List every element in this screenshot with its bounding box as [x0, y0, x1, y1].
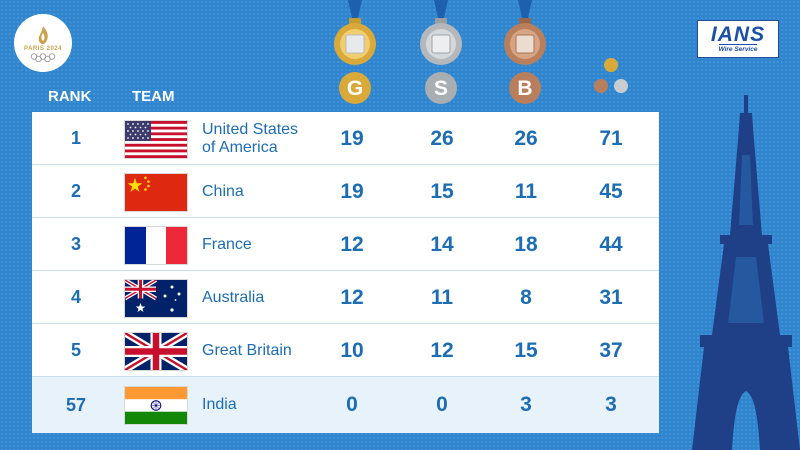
olympic-flame-icon	[38, 25, 48, 44]
table-row: 57 India 0 0 3 3	[32, 377, 659, 433]
gold-letter: G	[347, 77, 363, 100]
bronze-count: 3	[520, 393, 532, 416]
team-header: TEAM	[132, 88, 175, 105]
bronze-count: 11	[514, 179, 538, 203]
gold-count: 12	[340, 285, 364, 309]
rank-cell: 57	[65, 394, 87, 415]
bronze-count: 15	[514, 338, 538, 362]
usa-flag-icon	[125, 121, 187, 158]
silver-letter: S	[434, 77, 448, 100]
table-row: 3 France 12 14 18 44	[32, 218, 659, 271]
rank-cell: 1	[70, 128, 81, 148]
team-name: Australia	[202, 288, 265, 306]
uk-flag-icon	[125, 333, 187, 370]
bronze-medal-icon: B	[504, 0, 546, 104]
total-count: 44	[599, 232, 623, 256]
table-row: 4 Australia 12 11 8 31	[32, 271, 659, 324]
france-flag-icon	[125, 227, 187, 264]
total-medals-icon	[594, 58, 628, 93]
total-count: 3	[605, 393, 617, 416]
gold-count: 19	[340, 126, 364, 150]
table-row: 2 China 19 15 11 45	[32, 165, 659, 218]
team-name: United States of America	[202, 112, 342, 165]
table-row: 1	[32, 112, 659, 165]
rank-cell: 5	[70, 340, 81, 360]
team-name: China	[202, 182, 244, 200]
gold-count: 10	[340, 338, 364, 362]
team-name: France	[202, 235, 252, 253]
bronze-count: 18	[514, 232, 538, 256]
total-count: 37	[599, 338, 623, 362]
bronze-count: 26	[514, 126, 538, 150]
rank-cell: 4	[70, 287, 81, 307]
rank-cell: 3	[70, 234, 81, 254]
silver-count: 15	[430, 179, 454, 203]
rank-cell: 2	[70, 181, 81, 201]
india-flag-icon	[125, 387, 187, 424]
rank-header: RANK	[48, 88, 92, 105]
china-flag-icon	[125, 174, 187, 211]
paris-2024-logo: PARIS 2024	[14, 14, 72, 72]
olympic-rings-icon	[30, 52, 56, 62]
silver-medal-icon: S	[420, 0, 462, 104]
silver-medal-header: S	[391, 0, 491, 105]
gold-medal-icon: G	[334, 0, 376, 104]
total-count: 71	[599, 126, 623, 150]
silver-count: 11	[430, 285, 454, 309]
bronze-medal-header: B	[475, 0, 575, 105]
team-name-line2: of America	[202, 138, 278, 156]
gold-medal-header: G	[305, 0, 405, 105]
paris-logo-text: PARIS 2024	[24, 45, 62, 52]
australia-flag-icon	[125, 280, 187, 317]
ians-logo-subtext: Wire Service	[718, 44, 758, 53]
bronze-count: 8	[520, 285, 532, 309]
bronze-letter: B	[517, 77, 532, 100]
gold-count: 19	[340, 179, 364, 203]
gold-count: 0	[346, 393, 358, 416]
silver-count: 0	[436, 393, 448, 416]
silver-count: 26	[430, 126, 454, 150]
table-row: 5 Great Britain 10 12 15 37	[32, 324, 659, 377]
eiffel-tower-icon	[692, 95, 800, 450]
team-name: India	[202, 396, 237, 413]
gold-count: 12	[340, 232, 364, 256]
silver-count: 12	[430, 338, 454, 362]
total-count: 31	[599, 285, 623, 309]
team-name-line1: United States	[202, 120, 299, 138]
team-name: Great Britain	[202, 341, 292, 359]
ians-logo: IANS Wire Service	[697, 20, 779, 58]
medal-table: 1	[32, 112, 659, 433]
ians-logo-text: IANS	[710, 23, 766, 46]
silver-count: 14	[430, 232, 454, 256]
total-count: 45	[599, 179, 623, 203]
